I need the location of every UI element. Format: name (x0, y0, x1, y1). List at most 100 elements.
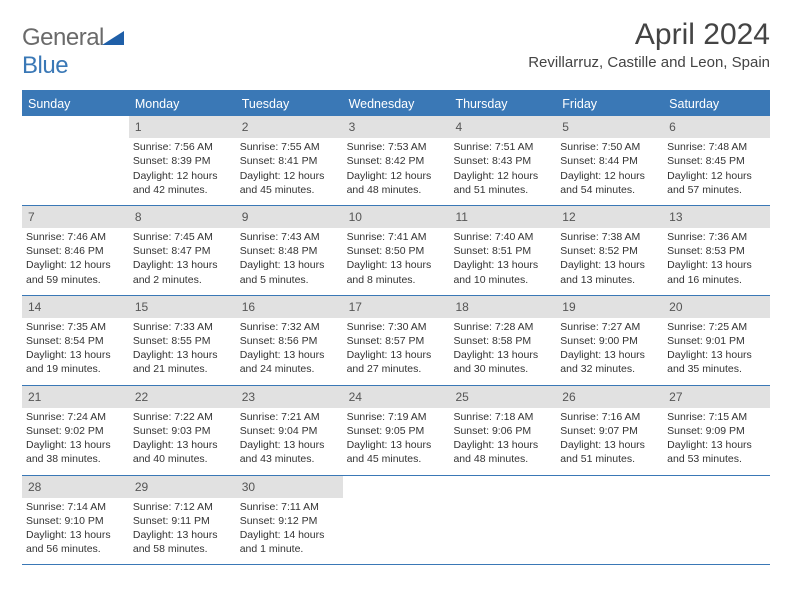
day-number: 26 (556, 386, 663, 408)
daylight-text-2: and 38 minutes. (26, 452, 125, 466)
day-body: Sunrise: 7:28 AMSunset: 8:58 PMDaylight:… (449, 318, 556, 385)
day-body: Sunrise: 7:48 AMSunset: 8:45 PMDaylight:… (663, 138, 770, 205)
day-body: Sunrise: 7:33 AMSunset: 8:55 PMDaylight:… (129, 318, 236, 385)
day-cell (449, 476, 556, 565)
daylight-text-2: and 24 minutes. (240, 362, 339, 376)
day-number: 13 (663, 206, 770, 228)
location-text: Revillarruz, Castille and Leon, Spain (528, 54, 770, 71)
day-cell: 22Sunrise: 7:22 AMSunset: 9:03 PMDayligh… (129, 386, 236, 475)
sunrise-text: Sunrise: 7:11 AM (240, 500, 339, 514)
sunset-text: Sunset: 8:54 PM (26, 334, 125, 348)
day-cell: 7Sunrise: 7:46 AMSunset: 8:46 PMDaylight… (22, 206, 129, 295)
daylight-text-1: Daylight: 13 hours (133, 528, 232, 542)
daylight-text-1: Daylight: 13 hours (347, 348, 446, 362)
day-number: 18 (449, 296, 556, 318)
dow-cell: Sunday (22, 92, 129, 116)
daylight-text-2: and 43 minutes. (240, 452, 339, 466)
sunrise-text: Sunrise: 7:40 AM (453, 230, 552, 244)
dow-cell: Monday (129, 92, 236, 116)
sunrise-text: Sunrise: 7:51 AM (453, 140, 552, 154)
day-number: 23 (236, 386, 343, 408)
day-body: Sunrise: 7:46 AMSunset: 8:46 PMDaylight:… (22, 228, 129, 295)
day-cell: 8Sunrise: 7:45 AMSunset: 8:47 PMDaylight… (129, 206, 236, 295)
day-number: 4 (449, 116, 556, 138)
sunset-text: Sunset: 9:05 PM (347, 424, 446, 438)
logo-text-blue: Blue (22, 52, 68, 79)
day-cell: 23Sunrise: 7:21 AMSunset: 9:04 PMDayligh… (236, 386, 343, 475)
day-body: Sunrise: 7:30 AMSunset: 8:57 PMDaylight:… (343, 318, 450, 385)
week-row: 28Sunrise: 7:14 AMSunset: 9:10 PMDayligh… (22, 476, 770, 566)
day-cell: 16Sunrise: 7:32 AMSunset: 8:56 PMDayligh… (236, 296, 343, 385)
day-number: 20 (663, 296, 770, 318)
sunrise-text: Sunrise: 7:56 AM (133, 140, 232, 154)
sunset-text: Sunset: 9:02 PM (26, 424, 125, 438)
daylight-text-2: and 59 minutes. (26, 273, 125, 287)
week-row: 1Sunrise: 7:56 AMSunset: 8:39 PMDaylight… (22, 116, 770, 206)
logo-triangle-icon (102, 29, 124, 45)
day-body: Sunrise: 7:36 AMSunset: 8:53 PMDaylight:… (663, 228, 770, 295)
day-number: 11 (449, 206, 556, 228)
day-number: 22 (129, 386, 236, 408)
week-row: 21Sunrise: 7:24 AMSunset: 9:02 PMDayligh… (22, 386, 770, 476)
day-body: Sunrise: 7:25 AMSunset: 9:01 PMDaylight:… (663, 318, 770, 385)
day-cell: 21Sunrise: 7:24 AMSunset: 9:02 PMDayligh… (22, 386, 129, 475)
day-number: 15 (129, 296, 236, 318)
daylight-text-1: Daylight: 13 hours (133, 438, 232, 452)
daylight-text-2: and 8 minutes. (347, 273, 446, 287)
sunrise-text: Sunrise: 7:33 AM (133, 320, 232, 334)
day-cell: 17Sunrise: 7:30 AMSunset: 8:57 PMDayligh… (343, 296, 450, 385)
weeks-container: 1Sunrise: 7:56 AMSunset: 8:39 PMDaylight… (22, 116, 770, 565)
day-body: Sunrise: 7:15 AMSunset: 9:09 PMDaylight:… (663, 408, 770, 475)
daylight-text-2: and 35 minutes. (667, 362, 766, 376)
daylight-text-2: and 21 minutes. (133, 362, 232, 376)
day-body: Sunrise: 7:45 AMSunset: 8:47 PMDaylight:… (129, 228, 236, 295)
day-body: Sunrise: 7:24 AMSunset: 9:02 PMDaylight:… (22, 408, 129, 475)
daylight-text-1: Daylight: 14 hours (240, 528, 339, 542)
daylight-text-2: and 5 minutes. (240, 273, 339, 287)
sunrise-text: Sunrise: 7:43 AM (240, 230, 339, 244)
daylight-text-1: Daylight: 13 hours (240, 348, 339, 362)
week-row: 7Sunrise: 7:46 AMSunset: 8:46 PMDaylight… (22, 206, 770, 296)
daylight-text-2: and 54 minutes. (560, 183, 659, 197)
day-body: Sunrise: 7:19 AMSunset: 9:05 PMDaylight:… (343, 408, 450, 475)
day-body (449, 482, 556, 492)
sunset-text: Sunset: 9:12 PM (240, 514, 339, 528)
sunset-text: Sunset: 8:46 PM (26, 244, 125, 258)
day-cell (663, 476, 770, 565)
sunset-text: Sunset: 9:01 PM (667, 334, 766, 348)
day-cell: 11Sunrise: 7:40 AMSunset: 8:51 PMDayligh… (449, 206, 556, 295)
sunset-text: Sunset: 8:52 PM (560, 244, 659, 258)
daylight-text-1: Daylight: 13 hours (347, 438, 446, 452)
day-body: Sunrise: 7:41 AMSunset: 8:50 PMDaylight:… (343, 228, 450, 295)
day-number: 28 (22, 476, 129, 498)
sunset-text: Sunset: 8:44 PM (560, 154, 659, 168)
daylight-text-1: Daylight: 13 hours (667, 348, 766, 362)
daylight-text-1: Daylight: 13 hours (560, 348, 659, 362)
sunset-text: Sunset: 8:50 PM (347, 244, 446, 258)
sunrise-text: Sunrise: 7:18 AM (453, 410, 552, 424)
day-number: 9 (236, 206, 343, 228)
daylight-text-2: and 51 minutes. (453, 183, 552, 197)
daylight-text-1: Daylight: 13 hours (26, 348, 125, 362)
title-block: April 2024 Revillarruz, Castille and Leo… (528, 18, 770, 71)
day-cell: 30Sunrise: 7:11 AMSunset: 9:12 PMDayligh… (236, 476, 343, 565)
sunset-text: Sunset: 8:39 PM (133, 154, 232, 168)
sunset-text: Sunset: 9:06 PM (453, 424, 552, 438)
day-body: Sunrise: 7:56 AMSunset: 8:39 PMDaylight:… (129, 138, 236, 205)
week-row: 14Sunrise: 7:35 AMSunset: 8:54 PMDayligh… (22, 296, 770, 386)
day-cell: 19Sunrise: 7:27 AMSunset: 9:00 PMDayligh… (556, 296, 663, 385)
sunrise-text: Sunrise: 7:48 AM (667, 140, 766, 154)
sunrise-text: Sunrise: 7:19 AM (347, 410, 446, 424)
day-cell (22, 116, 129, 205)
day-cell: 20Sunrise: 7:25 AMSunset: 9:01 PMDayligh… (663, 296, 770, 385)
day-cell: 26Sunrise: 7:16 AMSunset: 9:07 PMDayligh… (556, 386, 663, 475)
dow-cell: Thursday (449, 92, 556, 116)
daylight-text-2: and 45 minutes. (347, 452, 446, 466)
day-body: Sunrise: 7:18 AMSunset: 9:06 PMDaylight:… (449, 408, 556, 475)
day-number: 10 (343, 206, 450, 228)
daylight-text-1: Daylight: 12 hours (453, 169, 552, 183)
sunrise-text: Sunrise: 7:21 AM (240, 410, 339, 424)
day-body: Sunrise: 7:21 AMSunset: 9:04 PMDaylight:… (236, 408, 343, 475)
sunrise-text: Sunrise: 7:55 AM (240, 140, 339, 154)
sunrise-text: Sunrise: 7:28 AM (453, 320, 552, 334)
